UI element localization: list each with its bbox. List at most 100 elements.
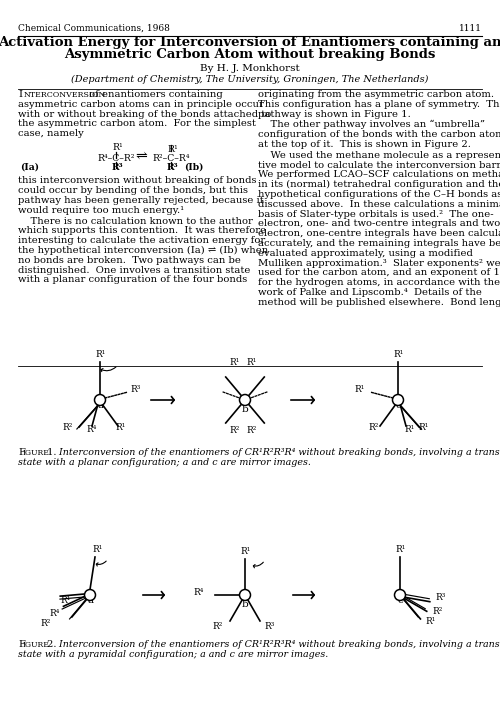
Circle shape	[84, 589, 96, 601]
Text: 1111: 1111	[459, 24, 482, 33]
Text: This configuration has a plane of symmetry.  The: This configuration has a plane of symmet…	[258, 100, 500, 109]
Text: R¹: R¹	[92, 545, 102, 554]
Text: a: a	[97, 401, 103, 410]
Text: pathway is shown in Figure 1.: pathway is shown in Figure 1.	[258, 110, 411, 118]
Text: c: c	[397, 596, 403, 605]
Text: R²: R²	[212, 622, 222, 631]
Text: method will be published elsewhere.  Bond lengths: method will be published elsewhere. Bond…	[258, 297, 500, 307]
Text: in its (normal) tetrahedral configuration and the: in its (normal) tetrahedral configuratio…	[258, 180, 500, 189]
Text: originating from the asymmetric carbon atom.: originating from the asymmetric carbon a…	[258, 90, 494, 99]
Text: Activation Energy for Interconversion of Enantiomers containing an: Activation Energy for Interconversion of…	[0, 36, 500, 49]
Text: R⁴: R⁴	[193, 588, 203, 597]
Text: tive model to calculate the interconversion barrier.: tive model to calculate the interconvers…	[258, 160, 500, 170]
Text: at the top of it.  This is shown in Figure 2.: at the top of it. This is shown in Figur…	[258, 140, 471, 149]
Text: the hypothetical interconversion (Ia) ⇌ (Ib) when: the hypothetical interconversion (Ia) ⇌ …	[18, 246, 268, 255]
Text: Asymmetric Carbon Atom without breaking Bonds: Asymmetric Carbon Atom without breaking …	[64, 48, 436, 61]
Text: R¹: R¹	[112, 143, 123, 152]
Text: R¹: R¹	[354, 385, 364, 394]
Text: basis of Slater-type orbitals is used.²  The one-: basis of Slater-type orbitals is used.² …	[258, 209, 494, 219]
Circle shape	[392, 394, 404, 406]
Text: which supports this contention.  It was therefore: which supports this contention. It was t…	[18, 227, 266, 235]
Text: for the hydrogen atoms, in accordance with the: for the hydrogen atoms, in accordance wi…	[258, 278, 500, 287]
Text: R¹: R¹	[240, 547, 250, 556]
Text: R¹: R¹	[246, 358, 256, 367]
Text: evaluated approximately, using a modified: evaluated approximately, using a modifie…	[258, 249, 473, 258]
Text: NTERCONVERSION: NTERCONVERSION	[24, 91, 106, 99]
Text: this interconversion without breaking of bonds: this interconversion without breaking of…	[18, 176, 256, 186]
Text: used for the carbon atom, and an exponent of 1·2: used for the carbon atom, and an exponen…	[258, 269, 500, 277]
Text: no bonds are broken.  Two pathways can be: no bonds are broken. Two pathways can be	[18, 256, 241, 265]
Text: R¹: R¹	[426, 617, 436, 626]
Text: There is no calculation known to the author: There is no calculation known to the aut…	[18, 217, 253, 225]
Text: R¹: R¹	[60, 596, 70, 604]
Text: R¹: R¹	[404, 425, 414, 434]
Text: R³: R³	[130, 385, 140, 394]
Circle shape	[240, 394, 250, 406]
Text: R²: R²	[230, 426, 240, 435]
Text: R²: R²	[40, 619, 51, 628]
Text: ⇌: ⇌	[136, 149, 148, 162]
Text: R²: R²	[246, 426, 256, 435]
Text: hypothetical configurations of the C–H bonds as: hypothetical configurations of the C–H b…	[258, 190, 500, 199]
Text: R²: R²	[62, 423, 72, 432]
Text: (Ia): (Ia)	[20, 162, 39, 172]
Text: We performed LCAO–SCF calculations on methane: We performed LCAO–SCF calculations on me…	[258, 170, 500, 179]
Text: The other pathway involves an “umbrella”: The other pathway involves an “umbrella”	[258, 120, 485, 129]
Text: R⁴: R⁴	[50, 609, 60, 618]
Text: R¹: R¹	[418, 423, 428, 432]
Text: IGURE: IGURE	[22, 449, 49, 457]
Text: Interconversion of the enantiomers of CR¹R²R³R⁴ without breaking bonds, involvin: Interconversion of the enantiomers of CR…	[53, 640, 500, 649]
Text: We used the methane molecule as a representa-: We used the methane molecule as a repres…	[258, 151, 500, 160]
Text: R³: R³	[167, 162, 178, 172]
Text: b: b	[242, 405, 249, 414]
Text: of enantiomers containing: of enantiomers containing	[86, 90, 223, 99]
Text: I: I	[18, 90, 22, 99]
Circle shape	[394, 589, 406, 601]
Text: R²: R²	[432, 607, 442, 616]
Text: R¹: R¹	[393, 350, 403, 359]
Text: state with a planar configuration; a and c are mirror images.: state with a planar configuration; a and…	[18, 458, 311, 467]
Text: R³: R³	[436, 593, 446, 602]
Text: (Ib): (Ib)	[184, 162, 204, 172]
Text: case, namely: case, namely	[18, 129, 84, 138]
Text: R¹: R¹	[167, 145, 178, 154]
Text: asymmetric carbon atoms can in principle occur: asymmetric carbon atoms can in principle…	[18, 100, 264, 109]
Circle shape	[240, 589, 250, 601]
Text: R¹: R¹	[230, 358, 240, 367]
Circle shape	[94, 394, 106, 406]
Text: R¹: R¹	[115, 423, 125, 432]
Text: c: c	[395, 401, 401, 410]
Text: work of Palke and Lipscomb.⁴  Details of the: work of Palke and Lipscomb.⁴ Details of …	[258, 288, 482, 297]
Text: could occur by bending of the bonds, but this: could occur by bending of the bonds, but…	[18, 186, 248, 195]
Text: 2.: 2.	[44, 640, 56, 649]
Text: discussed above.  In these calculations a minimal: discussed above. In these calculations a…	[258, 200, 500, 209]
Text: Mulliken approximation.³  Slater exponents² were: Mulliken approximation.³ Slater exponent…	[258, 258, 500, 268]
Text: F: F	[18, 448, 25, 457]
Text: accurately, and the remaining integrals have been: accurately, and the remaining integrals …	[258, 239, 500, 248]
Text: R²: R²	[368, 423, 378, 432]
Text: Chemical Communications, 1968: Chemical Communications, 1968	[18, 24, 170, 33]
Text: R³: R³	[264, 622, 274, 631]
Text: IGURE: IGURE	[22, 641, 49, 649]
Text: b: b	[242, 600, 249, 609]
Text: R²–C–R⁴: R²–C–R⁴	[152, 154, 190, 162]
Text: 1.: 1.	[44, 448, 56, 457]
Text: (Department of Chemistry, The University, Groningen, The Netherlands): (Department of Chemistry, The University…	[72, 75, 428, 84]
Text: would require too much energy.¹: would require too much energy.¹	[18, 206, 184, 215]
Text: configuration of the bonds with the carbon atom: configuration of the bonds with the carb…	[258, 130, 500, 139]
Text: state with a pyramidal configuration; a and c are mirror images.: state with a pyramidal configuration; a …	[18, 650, 328, 659]
Text: R⁴: R⁴	[86, 425, 97, 434]
Text: the asymmetric carbon atom.  For the simplest: the asymmetric carbon atom. For the simp…	[18, 119, 256, 129]
Text: with or without breaking of the bonds attached to: with or without breaking of the bonds at…	[18, 110, 271, 118]
Text: pathway has been generally rejected, because it: pathway has been generally rejected, bec…	[18, 196, 264, 205]
Text: By H. J. Monkhorst: By H. J. Monkhorst	[200, 64, 300, 73]
Text: R¹: R¹	[395, 545, 405, 554]
Text: interesting to calculate the activation energy for: interesting to calculate the activation …	[18, 236, 265, 245]
Text: a: a	[87, 596, 93, 605]
Text: R³: R³	[112, 162, 124, 172]
Text: R¹: R¹	[95, 350, 105, 359]
Text: electron, one-centre integrals have been calculated: electron, one-centre integrals have been…	[258, 229, 500, 238]
Text: electron, one- and two-centre integrals and two-: electron, one- and two-centre integrals …	[258, 219, 500, 228]
Text: R⁴–C–R²: R⁴–C–R²	[97, 154, 134, 162]
Text: Interconversion of the enantiomers of CR¹R²R³R⁴ without breaking bonds, involvin: Interconversion of the enantiomers of CR…	[53, 448, 500, 457]
